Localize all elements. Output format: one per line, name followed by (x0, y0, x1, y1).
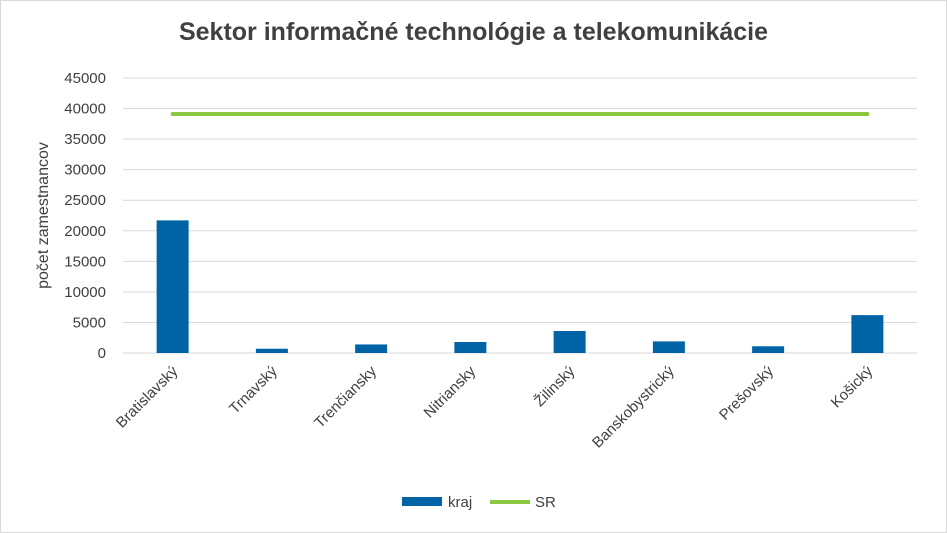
y-axis-label: počet zamestnancov (35, 142, 52, 289)
bar (851, 315, 884, 353)
y-tick-label: 40000 (64, 101, 106, 118)
x-tick-label: Bratislavský (113, 362, 182, 431)
y-tick-label: 45000 (64, 70, 106, 87)
x-tick-label: Banskobystrický (589, 362, 678, 451)
y-tick-label: 35000 (64, 131, 106, 148)
bar (255, 348, 288, 353)
y-tick-label: 5000 (73, 314, 106, 331)
bar (156, 220, 189, 353)
x-tick-label: Žilinský (531, 362, 579, 410)
y-tick-label: 15000 (64, 253, 106, 270)
x-axis-categories: Bratislavský Trnavský Trenčiansky Nitriansk… (113, 362, 877, 451)
y-tick-label: 25000 (64, 192, 106, 209)
legend-label-kraj: kraj (448, 494, 472, 511)
y-tick-label: 30000 (64, 162, 106, 179)
legend: kraj SR (402, 494, 556, 511)
x-tick-label: Košický (828, 362, 877, 411)
legend-label-sr: SR (535, 494, 556, 511)
bar (454, 342, 487, 353)
gridlines (123, 77, 917, 354)
bar (652, 341, 685, 353)
y-tick-label: 0 (98, 345, 106, 362)
legend-swatch-kraj (402, 497, 442, 506)
bar (355, 344, 388, 353)
bar (752, 346, 785, 353)
x-tick-label: Trenčiansky (311, 362, 380, 431)
y-axis-ticks: 0 5000 10000 15000 20000 25000 30000 35000 40000… (64, 70, 106, 362)
x-tick-label: Nitriansky (421, 362, 480, 421)
chart-title: Sektor informačné technológie a telekomu… (178, 18, 769, 46)
bar (553, 331, 586, 353)
x-tick-label: Trnavský (226, 362, 281, 417)
x-tick-label: Prešovský (716, 362, 777, 423)
y-tick-label: 10000 (64, 284, 106, 301)
y-tick-label: 20000 (64, 223, 106, 240)
bar-series (156, 220, 884, 353)
